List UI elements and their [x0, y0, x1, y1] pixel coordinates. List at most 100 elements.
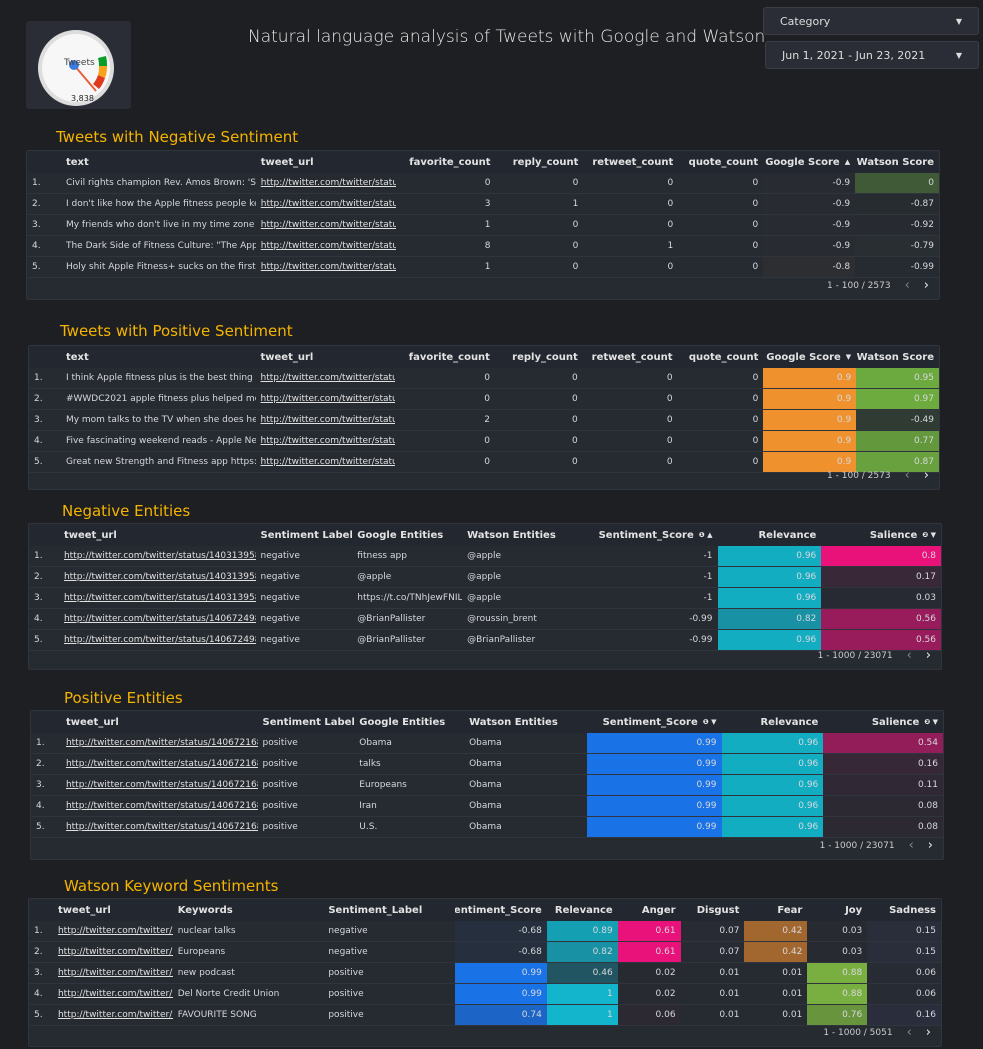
table-row: 3. My mom talks to the TV when she does h…: [29, 410, 940, 431]
column-header[interactable]: text: [61, 151, 256, 173]
table-cell: 0.06: [617, 1005, 681, 1025]
tweet-link[interactable]: http://twitter.com/twitter/…: [57, 1010, 173, 1020]
column-header[interactable]: tweet_url: [59, 524, 256, 546]
tweet-link[interactable]: http://twitter.com/twitter/status/…: [260, 262, 396, 272]
column-header[interactable]: Watson Score: [856, 346, 939, 368]
prev-page-icon[interactable]: ‹: [904, 278, 910, 293]
tweet-link[interactable]: http://twitter.com/twitter/status/…: [260, 220, 396, 230]
sort-icon[interactable]: ❷ ▼: [924, 718, 939, 726]
column-header[interactable]: Watson Entities: [462, 524, 585, 546]
column-header[interactable]: Sadness: [867, 899, 941, 921]
table-cell: -1: [584, 567, 718, 587]
column-header[interactable]: quote_count: [678, 346, 764, 368]
tweet-link[interactable]: http://twitter.com/twitter/status/140672…: [65, 822, 258, 832]
tweet-link[interactable]: http://twitter.com/twitter/status…: [260, 457, 396, 467]
table-cell: 0: [666, 373, 673, 383]
column-header[interactable]: Sentiment Label: [256, 524, 353, 546]
column-header[interactable]: tweet_url: [61, 711, 258, 733]
tweet-link[interactable]: http://twitter.com/twitter/…: [57, 926, 173, 936]
tweet-link[interactable]: http://twitter.com/twitter/status/140672…: [63, 614, 256, 624]
tweet-link[interactable]: http://twitter.com/twitter/status/140672…: [65, 738, 258, 748]
tweet-link[interactable]: http://twitter.com/twitter/status/140672…: [65, 759, 258, 769]
row-index: 1.: [36, 738, 45, 748]
sort-icon[interactable]: ▼: [845, 353, 852, 361]
next-page-icon[interactable]: ›: [927, 838, 933, 853]
table-cell: negative: [260, 635, 300, 645]
column-header[interactable]: Sentiment_Score: [455, 899, 547, 921]
tweet-link[interactable]: http://twitter.com/twitter/status/…: [260, 241, 396, 251]
column-header[interactable]: Sentiment Label: [258, 711, 355, 733]
column-header[interactable]: Sentiment_Score ❶ ▼: [587, 711, 722, 733]
tweet-link[interactable]: http://twitter.com/twitter/status…: [260, 394, 396, 404]
column-header[interactable]: tweet_url: [256, 151, 396, 173]
column-header[interactable]: Watson Entities: [464, 711, 587, 733]
table-cell: -0.99: [584, 609, 718, 629]
table-row: 5. Holy shit Apple Fitness+ sucks on the …: [27, 257, 939, 278]
column-header[interactable]: Google Entities: [354, 711, 464, 733]
tweet-link[interactable]: http://twitter.com/twitter/…: [57, 989, 173, 999]
table-cell: positive: [328, 989, 364, 999]
column-label: Watson Score: [856, 351, 935, 363]
column-header[interactable]: Joy: [807, 899, 867, 921]
table-cell: 0.99: [586, 754, 722, 774]
tweet-link[interactable]: http://twitter.com/twitter/status/…: [260, 178, 396, 188]
column-header[interactable]: tweet_url: [53, 899, 173, 921]
column-header[interactable]: Google Score ▼: [763, 346, 856, 368]
prev-page-icon[interactable]: ‹: [906, 1025, 912, 1040]
tweet-link[interactable]: http://twitter.com/twitter/status/…: [260, 199, 396, 209]
tweet-link[interactable]: http://twitter.com/twitter/status…: [260, 415, 396, 425]
tweet-link[interactable]: http://twitter.com/twitter/status/140672…: [65, 780, 258, 790]
column-header[interactable]: reply_count: [495, 151, 583, 173]
column-header: [29, 899, 53, 921]
prev-page-icon[interactable]: ‹: [904, 468, 910, 483]
column-header[interactable]: Sentiment_Score ❶ ▲: [585, 524, 718, 546]
next-page-icon[interactable]: ›: [923, 278, 929, 293]
column-header[interactable]: favorite_count: [395, 346, 495, 368]
tweet-link[interactable]: http://twitter.com/twitter/status…: [260, 373, 396, 383]
column-header[interactable]: Fear: [744, 899, 807, 921]
prev-page-icon[interactable]: ‹: [906, 648, 912, 663]
column-header[interactable]: Keywords: [173, 899, 324, 921]
category-filter[interactable]: Category ▼: [763, 7, 979, 35]
tweet-link[interactable]: http://twitter.com/twitter/status/140672…: [65, 801, 258, 811]
column-header[interactable]: Anger: [618, 899, 681, 921]
column-header[interactable]: tweet_url: [256, 346, 396, 368]
column-header[interactable]: quote_count: [678, 151, 763, 173]
tweet-link[interactable]: http://twitter.com/twitter/status/140672…: [63, 635, 256, 645]
column-header[interactable]: Salience ❷ ▼: [821, 524, 941, 546]
tweet-link[interactable]: http://twitter.com/twitter/status/140313…: [63, 551, 256, 561]
column-header[interactable]: text: [61, 346, 256, 368]
table-cell: 0: [752, 199, 759, 209]
column-header[interactable]: Sentiment_Label: [323, 899, 455, 921]
column-header[interactable]: retweet_count: [583, 151, 678, 173]
row-index: 5.: [32, 262, 41, 272]
tweet-link[interactable]: http://twitter.com/twitter/…: [57, 947, 173, 957]
next-page-icon[interactable]: ›: [925, 1025, 931, 1040]
column-header[interactable]: Google Score ▲: [763, 151, 855, 173]
tweet-link[interactable]: http://twitter.com/twitter/status…: [260, 436, 396, 446]
next-page-icon[interactable]: ›: [925, 648, 931, 663]
column-header[interactable]: Relevance: [722, 711, 824, 733]
sort-icon[interactable]: ❶ ▼: [702, 718, 717, 726]
column-header[interactable]: Salience ❷ ▼: [823, 711, 943, 733]
sort-icon[interactable]: ❷ ▼: [922, 531, 937, 539]
sort-icon[interactable]: ❶ ▲: [698, 531, 713, 539]
column-header[interactable]: reply_count: [495, 346, 583, 368]
tweet-link[interactable]: http://twitter.com/twitter/status/140313…: [63, 572, 256, 582]
tweet-link[interactable]: http://twitter.com/twitter/…: [57, 968, 173, 978]
prev-page-icon[interactable]: ‹: [908, 838, 914, 853]
column-header[interactable]: Watson Score: [855, 151, 939, 173]
column-header[interactable]: Relevance: [547, 899, 618, 921]
column-header[interactable]: Google Entities: [352, 524, 462, 546]
date-range-picker[interactable]: Jun 1, 2021 - Jun 23, 2021 ▼: [765, 41, 979, 69]
table-cell: new podcast: [177, 968, 235, 978]
column-header[interactable]: Disgust: [681, 899, 745, 921]
column-header[interactable]: retweet_count: [583, 346, 678, 368]
next-page-icon[interactable]: ›: [923, 468, 929, 483]
table-cell: 1: [667, 241, 674, 251]
column-header[interactable]: Relevance: [718, 524, 822, 546]
tweet-link[interactable]: http://twitter.com/twitter/status/140313…: [63, 593, 256, 603]
table-cell: 0.8: [821, 546, 942, 566]
column-header[interactable]: favorite_count: [396, 151, 496, 173]
sort-icon[interactable]: ▲: [844, 158, 851, 166]
